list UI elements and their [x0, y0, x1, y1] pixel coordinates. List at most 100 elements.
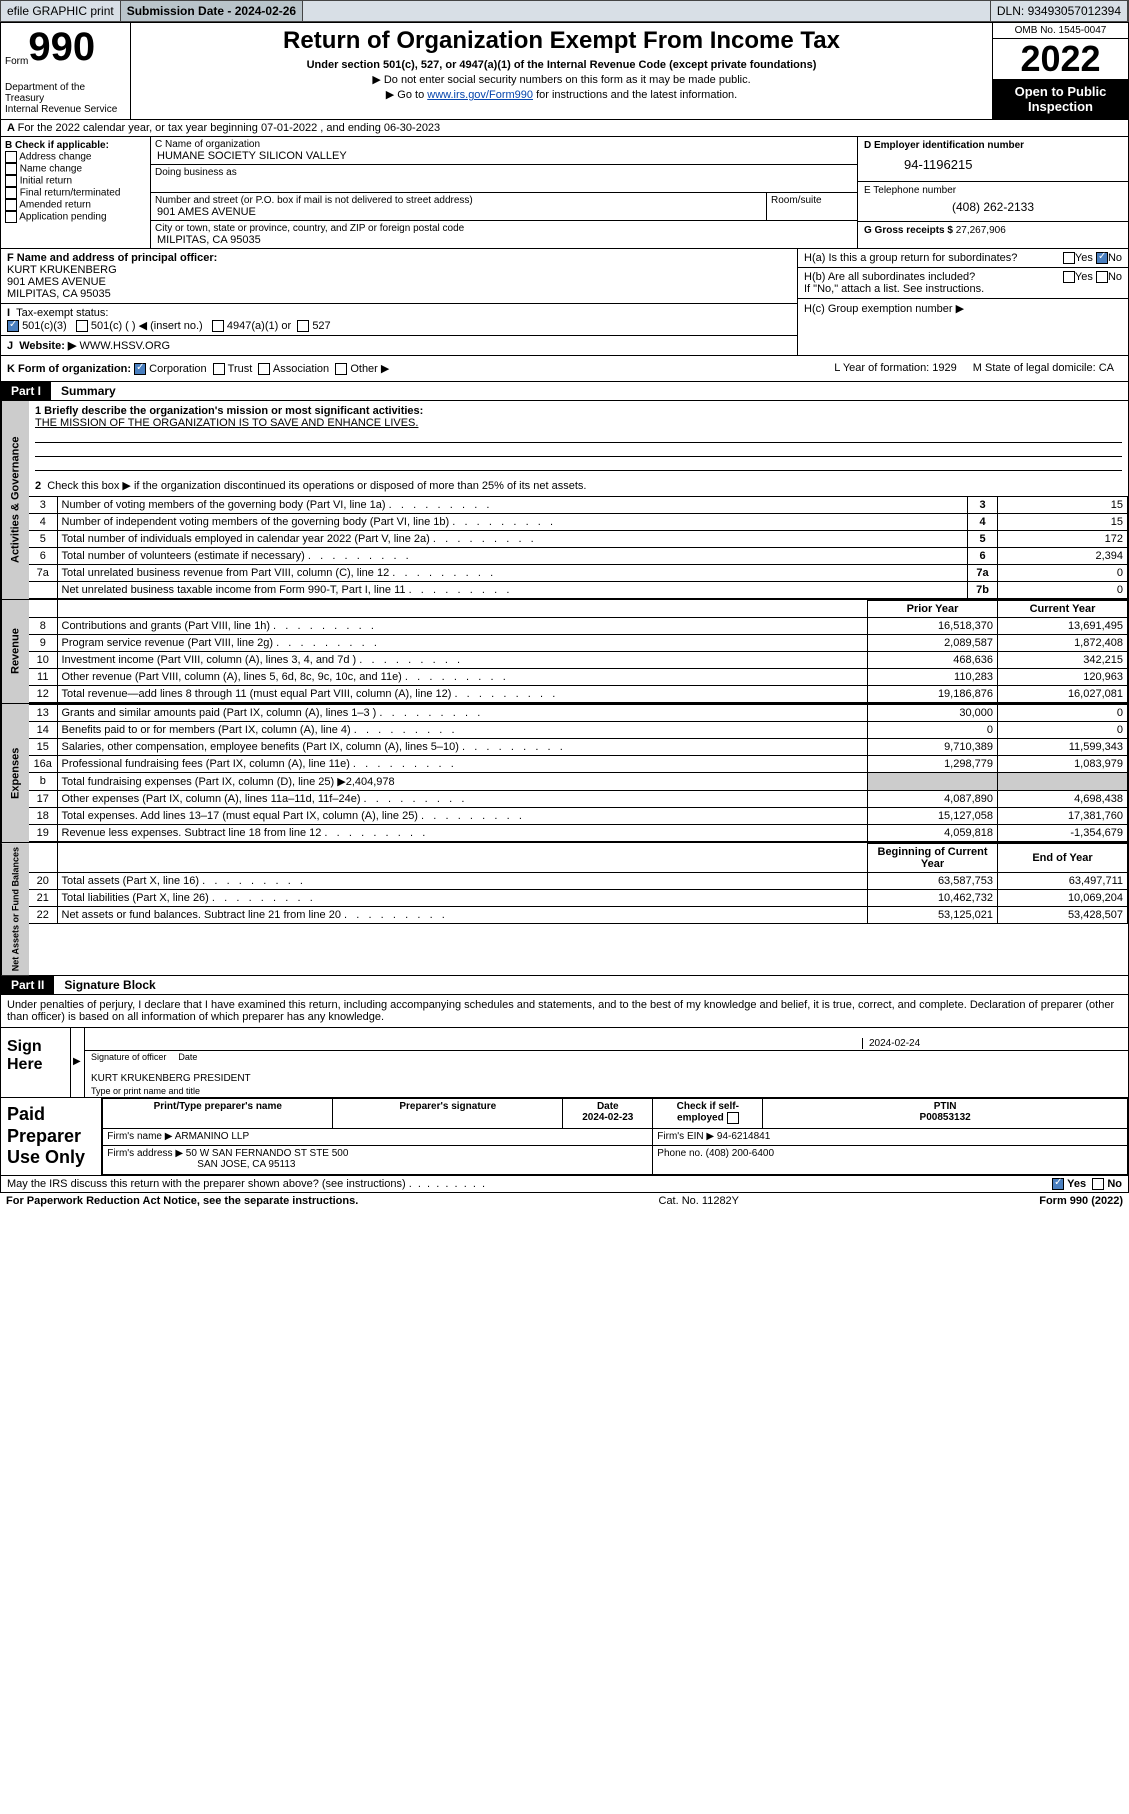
org-name: HUMANE SOCIETY SILICON VALLEY — [155, 150, 853, 162]
table-row: 11Other revenue (Part VIII, column (A), … — [29, 668, 1128, 685]
form-header-center: Return of Organization Exempt From Incom… — [131, 23, 993, 119]
colb-checkbox[interactable] — [5, 187, 17, 199]
k-trust-checkbox[interactable] — [213, 363, 225, 375]
row-klm: K Form of organization: Corporation Trus… — [0, 356, 1129, 382]
table-row: 19Revenue less expenses. Subtract line 1… — [29, 824, 1128, 841]
org-name-label: C Name of organization — [155, 139, 853, 150]
officer-addr2: MILPITAS, CA 95035 — [7, 288, 111, 300]
colb-option: Final return/terminated — [5, 187, 146, 199]
self-employed-checkbox[interactable] — [727, 1112, 739, 1124]
mission-text: THE MISSION OF THE ORGANIZATION IS TO SA… — [35, 417, 1122, 429]
gross-label: G Gross receipts $ — [864, 225, 953, 236]
col-c: C Name of organization HUMANE SOCIETY SI… — [151, 137, 858, 248]
phone-value: (408) 262-2133 — [864, 196, 1122, 218]
cat-no: Cat. No. 11282Y — [659, 1195, 740, 1207]
top-bar: efile GRAPHIC print Submission Date - 20… — [0, 0, 1129, 22]
dept-irs: Internal Revenue Service — [5, 104, 126, 115]
sig-name-title-label: Type or print name and title — [85, 1085, 1128, 1097]
discuss-no: No — [1107, 1178, 1122, 1190]
table-row: 3Number of voting members of the governi… — [29, 496, 1128, 513]
discuss-yes: Yes — [1067, 1178, 1086, 1190]
tax-exempt-label: Tax-exempt status: — [16, 307, 108, 319]
table-row: 12Total revenue—add lines 8 through 11 (… — [29, 685, 1128, 702]
prep-sig-hdr: Preparer's signature — [333, 1099, 563, 1129]
city-value: MILPITAS, CA 95035 — [155, 234, 853, 246]
k-corp-checkbox[interactable] — [134, 363, 146, 375]
hb-no-checkbox[interactable] — [1096, 271, 1108, 283]
colb-checkbox[interactable] — [5, 163, 17, 175]
top-bar-spacer — [303, 1, 991, 21]
form990-link[interactable]: www.irs.gov/Form990 — [427, 89, 533, 101]
revenue-block: Revenue Prior YearCurrent Year8Contribut… — [0, 600, 1129, 704]
pra-footer: For Paperwork Reduction Act Notice, see … — [0, 1193, 1129, 1209]
firm-name-cell: Firm's name ▶ ARMANINO LLP — [103, 1129, 653, 1146]
form-subtitle-1: Under section 501(c), 527, or 4947(a)(1)… — [307, 59, 817, 71]
k-other-checkbox[interactable] — [335, 363, 347, 375]
website-row: J Website: ▶ WWW.HSSV.ORG — [1, 336, 797, 355]
form-word: Form — [5, 56, 28, 67]
line-a: A For the 2022 calendar year, or tax yea… — [0, 120, 1129, 137]
discuss-row: May the IRS discuss this return with the… — [0, 1176, 1129, 1193]
firm-phone-cell: Phone no. (408) 200-6400 — [653, 1146, 1128, 1175]
sig-date: 2024-02-24 — [862, 1038, 1122, 1049]
netassets-table: Beginning of Current YearEnd of Year20To… — [29, 843, 1128, 924]
colb-checkbox[interactable] — [5, 175, 17, 187]
form-subtitle-2: Do not enter social security numbers on … — [135, 73, 988, 86]
firm-addr-cell: Firm's address ▶ 50 W SAN FERNANDO ST ST… — [103, 1146, 653, 1175]
table-row: 16aProfessional fundraising fees (Part I… — [29, 755, 1128, 772]
website-value: WWW.HSSV.ORG — [79, 340, 170, 352]
pra-text: For Paperwork Reduction Act Notice, see … — [6, 1195, 358, 1207]
discuss-yes-checkbox[interactable] — [1052, 1178, 1064, 1190]
sig-rule-icon — [71, 1028, 85, 1097]
k-assoc-checkbox[interactable] — [258, 363, 270, 375]
checkbox-501c[interactable] — [76, 320, 88, 332]
preparer-block: Paid Preparer Use Only Print/Type prepar… — [0, 1098, 1129, 1176]
colb-checkbox[interactable] — [5, 151, 17, 163]
checkbox-4947[interactable] — [212, 320, 224, 332]
preparer-table: Print/Type preparer's name Preparer's si… — [102, 1098, 1128, 1175]
hb-label: H(b) Are all subordinates included? — [804, 271, 975, 283]
col-b-label: B Check if applicable: — [5, 140, 146, 151]
section-bcd: B Check if applicable: Address change Na… — [0, 137, 1129, 249]
k-corp: Corporation — [149, 363, 206, 375]
opt-501c: 501(c) ( ) ◀ (insert no.) — [91, 320, 203, 332]
ha-no-checkbox[interactable] — [1096, 252, 1108, 264]
colb-checkbox[interactable] — [5, 211, 17, 223]
table-row: 21Total liabilities (Part X, line 26)10,… — [29, 889, 1128, 906]
part1-title: Summary — [51, 382, 126, 400]
table-row: 14Benefits paid to or for members (Part … — [29, 721, 1128, 738]
sig-intro: Under penalties of perjury, I declare th… — [0, 995, 1129, 1028]
revenue-tab: Revenue — [1, 600, 29, 703]
colb-option: Address change — [5, 151, 146, 163]
hb-yes-checkbox[interactable] — [1063, 271, 1075, 283]
table-row: 10Investment income (Part VIII, column (… — [29, 651, 1128, 668]
open-to-public: Open to Public Inspection — [993, 80, 1128, 119]
sign-here-label: Sign Here — [1, 1028, 71, 1097]
k-other: Other ▶ — [350, 363, 389, 375]
opt-501c3: 501(c)(3) — [22, 320, 67, 332]
col-d: D Employer identification number 94-1196… — [858, 137, 1128, 248]
expenses-tab: Expenses — [1, 704, 29, 842]
prep-ptin-hdr: PTINP00853132 — [763, 1099, 1128, 1129]
table-row: 9Program service revenue (Part VIII, lin… — [29, 634, 1128, 651]
officer-addr1: 901 AMES AVENUE — [7, 276, 106, 288]
prep-print-hdr: Print/Type preparer's name — [103, 1099, 333, 1129]
sub3-post: for instructions and the latest informat… — [533, 89, 737, 101]
ha-label: H(a) Is this a group return for subordin… — [804, 252, 1017, 264]
tax-year: 2022 — [993, 39, 1128, 80]
room-label: Room/suite — [767, 193, 857, 220]
sub3-pre: Go to — [397, 89, 427, 101]
colb-option: Initial return — [5, 175, 146, 187]
firm-ein-cell: Firm's EIN ▶ 94-6214841 — [653, 1129, 1128, 1146]
colb-checkbox[interactable] — [5, 199, 17, 211]
discuss-no-checkbox[interactable] — [1092, 1178, 1104, 1190]
table-row: 22Net assets or fund balances. Subtract … — [29, 906, 1128, 923]
ha-yes-checkbox[interactable] — [1063, 252, 1075, 264]
table-row: Net unrelated business taxable income fr… — [29, 581, 1128, 598]
ein-value: 94-1196215 — [864, 151, 1122, 178]
checkbox-501c3[interactable] — [7, 320, 19, 332]
tax-year-range: For the 2022 calendar year, or tax year … — [18, 122, 441, 134]
submission-date-button[interactable]: Submission Date - 2024-02-26 — [121, 1, 303, 21]
omb-number: OMB No. 1545-0047 — [993, 23, 1128, 39]
checkbox-527[interactable] — [297, 320, 309, 332]
